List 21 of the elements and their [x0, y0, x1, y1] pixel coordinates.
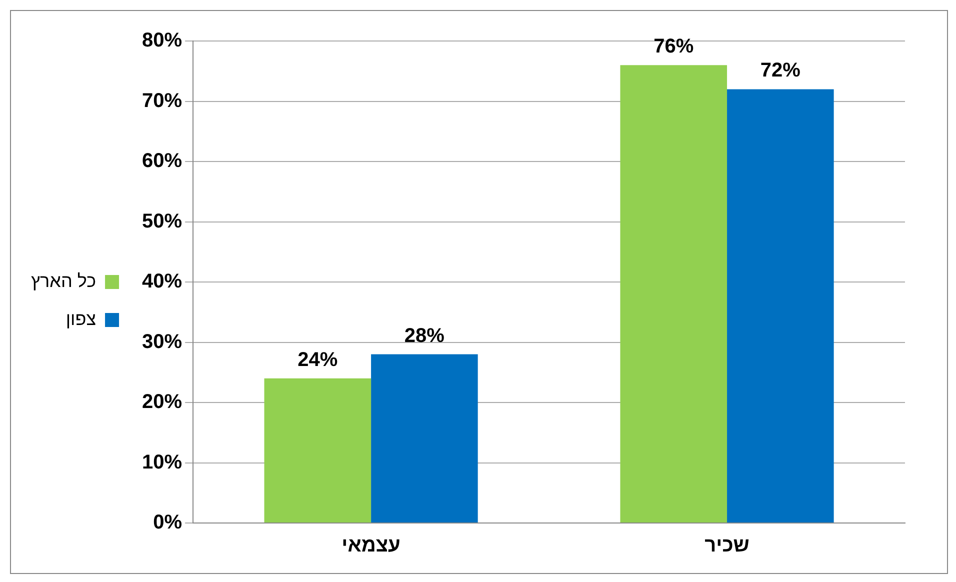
- y-tick-label: 20%: [142, 391, 182, 414]
- y-tick-label: 0%: [153, 512, 182, 534]
- y-tick-label: 70%: [142, 90, 182, 112]
- data-label: 76%: [654, 36, 694, 58]
- bar: [727, 89, 834, 522]
- legend-label: כל הארץ: [30, 270, 96, 291]
- y-tick-label: 60%: [142, 150, 182, 172]
- y-tick-label: 30%: [142, 330, 182, 353]
- y-tick-label: 50%: [142, 210, 182, 232]
- x-tick-label: שכיר: [704, 534, 750, 557]
- data-label: 28%: [404, 324, 445, 347]
- x-tick-label: עצמאי: [342, 534, 400, 557]
- data-label: 72%: [760, 60, 801, 82]
- bar: [620, 65, 728, 522]
- bar: [264, 378, 372, 522]
- legend-label: צפון: [66, 308, 96, 329]
- bar: [371, 354, 478, 522]
- y-tick-label: 80%: [142, 30, 182, 52]
- y-tick-label: 40%: [142, 270, 182, 293]
- data-label: 24%: [298, 348, 338, 371]
- y-tick-label: 10%: [142, 451, 182, 474]
